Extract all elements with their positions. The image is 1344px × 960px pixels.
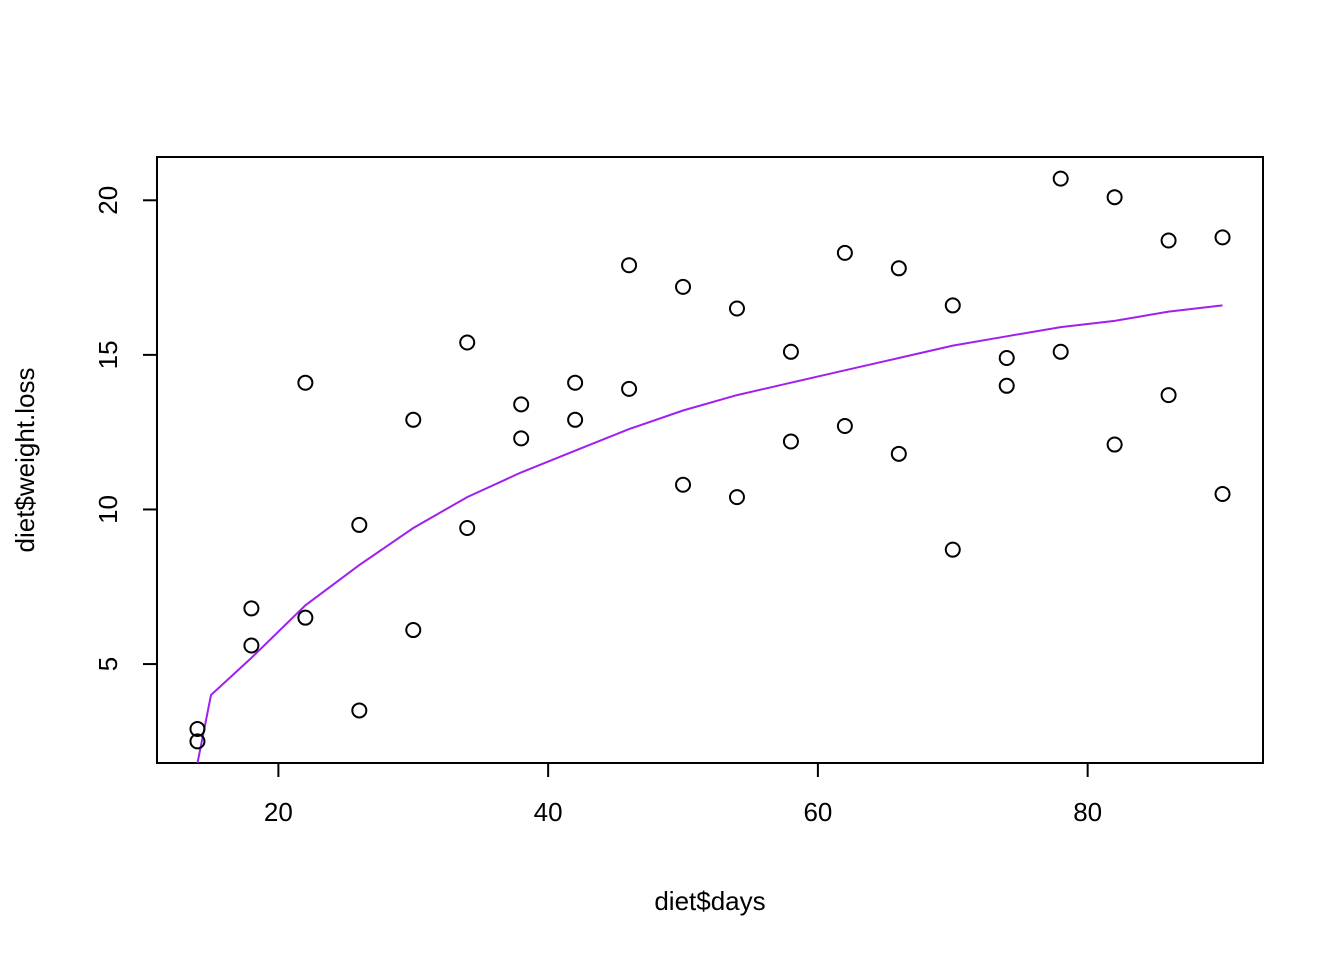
data-point <box>890 260 907 277</box>
data-point <box>1214 486 1231 503</box>
data-point <box>998 377 1015 394</box>
y-axis-label: diet$weight.loss <box>10 368 40 553</box>
data-point <box>1052 170 1069 187</box>
data-point <box>1106 436 1123 453</box>
data-point <box>189 720 206 737</box>
data-point <box>782 343 799 360</box>
data-point <box>728 300 745 317</box>
data-point <box>405 411 422 428</box>
data-point <box>728 489 745 506</box>
y-tick-label: 10 <box>93 495 123 524</box>
x-axis-label: diet$days <box>654 886 765 916</box>
data-point <box>567 411 584 428</box>
data-points <box>189 170 1231 750</box>
data-point <box>836 417 853 434</box>
x-tick-label: 20 <box>264 797 293 827</box>
data-point <box>243 600 260 617</box>
data-point <box>567 374 584 391</box>
data-point <box>1160 232 1177 249</box>
data-point <box>297 374 314 391</box>
data-point <box>1160 387 1177 404</box>
plot-frame <box>156 156 1264 764</box>
fit-curve <box>196 304 1223 764</box>
data-point <box>243 637 260 654</box>
y-tick-label: 20 <box>93 186 123 215</box>
data-point <box>621 257 638 274</box>
data-point <box>351 702 368 719</box>
data-point <box>998 349 1015 366</box>
x-tick-label: 40 <box>534 797 563 827</box>
data-point <box>513 430 530 447</box>
y-axis: 5 10 15 20 <box>93 186 158 671</box>
data-point <box>459 334 476 351</box>
data-point <box>621 380 638 397</box>
data-point <box>297 609 314 626</box>
data-point <box>513 396 530 413</box>
y-tick-label: 5 <box>93 657 123 671</box>
data-point <box>675 476 692 493</box>
data-point <box>405 622 422 639</box>
x-tick-label: 80 <box>1073 797 1102 827</box>
data-point <box>944 541 961 558</box>
data-point <box>459 520 476 537</box>
data-point <box>782 433 799 450</box>
data-point <box>890 445 907 462</box>
data-point <box>836 244 853 261</box>
data-point <box>1106 189 1123 206</box>
data-point <box>1214 229 1231 246</box>
data-point <box>351 516 368 533</box>
data-point <box>189 733 206 750</box>
y-tick-label: 15 <box>93 340 123 369</box>
data-point <box>944 297 961 314</box>
x-tick-label: 60 <box>803 797 832 827</box>
x-axis: 20 40 60 80 <box>264 762 1102 827</box>
data-point <box>1052 343 1069 360</box>
data-point <box>675 278 692 295</box>
